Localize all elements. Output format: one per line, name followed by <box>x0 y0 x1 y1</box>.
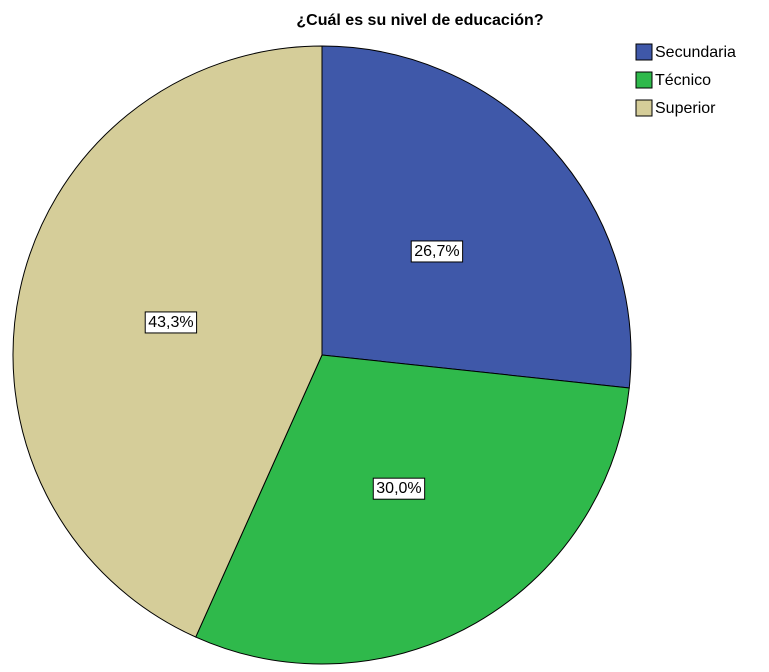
legend-label: Secundaria <box>655 44 736 61</box>
pie-slice <box>12 45 323 638</box>
data-label: 43,3% <box>148 314 193 331</box>
data-label: 30,0% <box>376 480 421 497</box>
pie-slice <box>195 354 630 665</box>
chart-title: ¿Cuál es su nivel de educación? <box>296 12 543 29</box>
legend-swatch <box>635 99 653 117</box>
legend-swatch <box>635 43 653 61</box>
data-label-box <box>372 477 426 500</box>
legend-label: Superior <box>655 100 716 117</box>
pie-slice <box>321 45 632 389</box>
legend-label: Técnico <box>655 72 711 89</box>
data-label-box <box>144 311 198 334</box>
data-label: 26,7% <box>414 243 459 260</box>
legend-swatch <box>635 71 653 89</box>
data-label-box <box>410 240 464 263</box>
